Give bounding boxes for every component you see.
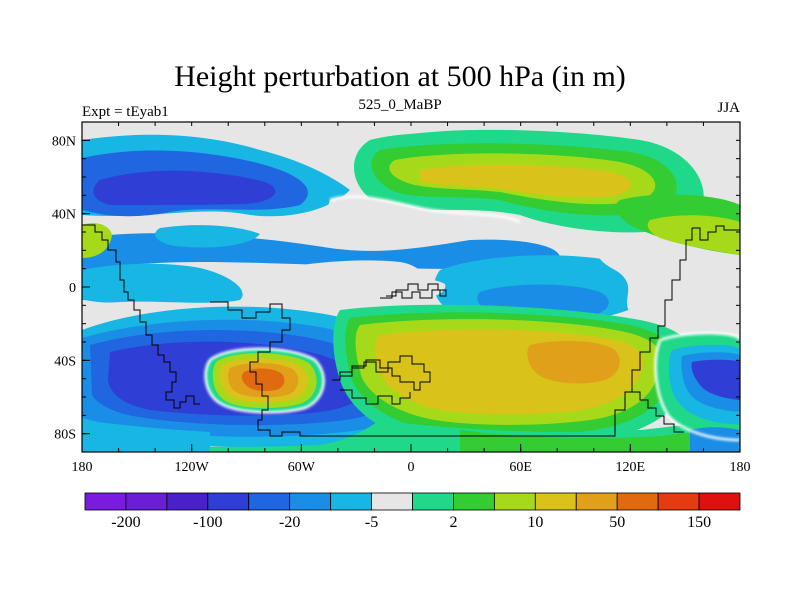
experiment-label: Expt = tEyab1: [82, 104, 169, 120]
x-tick-label: 60E: [509, 460, 532, 475]
zero-contour-north: [329, 195, 521, 224]
neutral-band-north: [325, 196, 520, 236]
field-south-west-mid: [82, 420, 210, 452]
coastline-africa: [332, 355, 431, 391]
time-label: 525_0_MaBP: [358, 97, 442, 113]
colorbar-label: 50: [609, 514, 625, 531]
colorbar-swatch: [84, 492, 127, 511]
colorbar-swatch: [493, 492, 536, 511]
colorbar-label: 2: [449, 514, 457, 531]
colorbar-label: -100: [193, 514, 222, 531]
colorbar-swatch: [330, 492, 372, 511]
coastline-antarctic-east: [632, 391, 684, 433]
x-tick-label: 120W: [175, 460, 210, 475]
colorbar-swatch: [371, 492, 413, 511]
x-tick-label: 0: [408, 460, 415, 475]
coastline-island: [380, 283, 447, 299]
colorbar-swatch: [453, 492, 495, 511]
field-east-lime: [647, 215, 740, 255]
x-tick-label: 180: [72, 460, 93, 475]
field-south-central-orange: [527, 340, 620, 384]
field-far-east-blue: [690, 427, 740, 452]
map-title: Height perturbation at 500 hPa (in m): [174, 60, 626, 93]
season-label: JJA: [717, 100, 740, 116]
colorbar-swatch: [575, 492, 618, 511]
contour-fields: [82, 129, 740, 452]
colorbar-swatch: [616, 492, 659, 511]
field-antarctic-lime: [460, 430, 740, 452]
field-band-north-core: [93, 170, 276, 205]
coastline-north-america: [82, 224, 200, 409]
colorbar-swatch: [534, 492, 577, 511]
colorbar-label: -5: [365, 514, 378, 531]
colorbar-swatch: [248, 492, 291, 511]
colorbar-swatch: [207, 492, 250, 511]
zero-contour-southeast: [654, 332, 740, 442]
coastline-madagascar: [340, 389, 411, 405]
x-tick-label: 60W: [288, 460, 316, 475]
field-west-blue: [82, 263, 243, 303]
y-tick-label: 40N: [52, 208, 76, 223]
coastline: [82, 224, 740, 437]
zero-contour-south-high: [204, 347, 325, 414]
zero-contour-lines: [204, 195, 740, 442]
colorbar-swatch: [657, 492, 700, 511]
colorbar-swatch: [125, 492, 168, 511]
colorbar-label: -20: [279, 514, 300, 531]
colorbar-label: 10: [527, 514, 543, 531]
field-north-high-core: [420, 164, 631, 198]
colorbar-label: -200: [111, 514, 140, 531]
x-tick-label: 180: [730, 460, 751, 475]
colorbar-swatch: [412, 492, 454, 511]
y-tick-label: 0: [69, 281, 76, 296]
field-southeast-low-core: [691, 359, 740, 400]
neutral-band-arctic: [82, 122, 740, 140]
y-tick-label: 80S: [54, 428, 76, 443]
colorbar-swatch: [698, 492, 741, 511]
colorbar-swatch: [289, 492, 332, 511]
colorbar-label: 150: [687, 514, 711, 531]
y-tick-label: 40S: [54, 354, 76, 369]
colorbar-swatch: [166, 492, 209, 511]
field-mid-lightblue: [155, 225, 260, 248]
field-west-orange: [82, 223, 112, 258]
map-plot-area: [82, 122, 740, 452]
coastline-east: [692, 225, 740, 241]
neutral-band-east: [598, 248, 700, 312]
axes: 180 120W 60W 0 60E 120E 180 80N 40N 0 40S 80S: [52, 121, 751, 475]
y-tick-label: 80N: [52, 134, 76, 149]
field-south-high-core: [241, 368, 285, 391]
coastline-south-america: [210, 228, 693, 437]
colorbar: -200 -100 -20 -5 2 10 50 150: [84, 492, 741, 531]
x-tick-label: 120E: [616, 460, 646, 475]
